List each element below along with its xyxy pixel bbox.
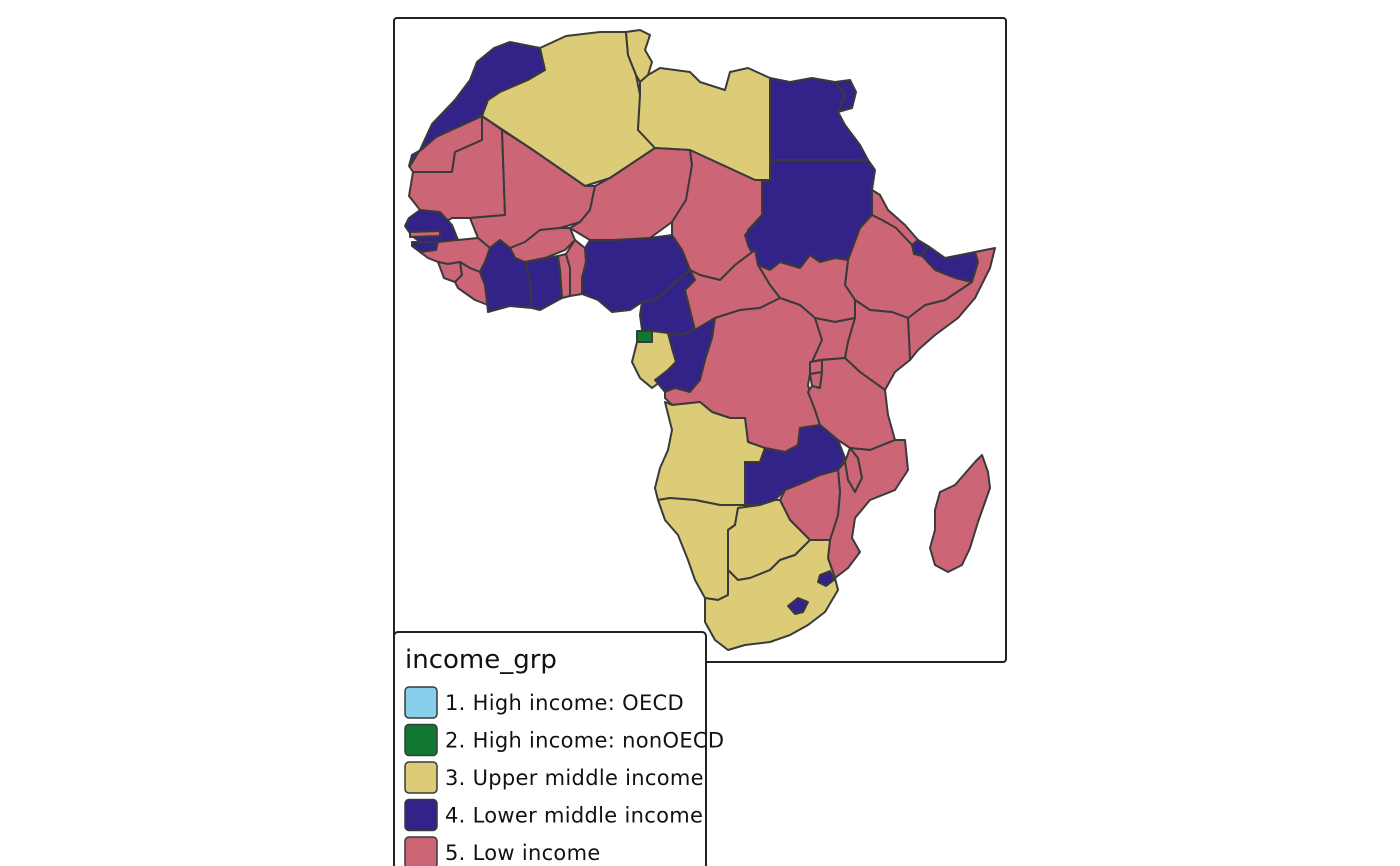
legend-label-2: 2. High income: nonOECD	[445, 729, 724, 753]
country-madagascar[interactable]	[929, 454, 991, 573]
legend-label-5: 5. Low income	[445, 841, 601, 865]
country-kenya[interactable]	[844, 299, 911, 391]
legend-label-4: 4. Lower middle income	[445, 804, 703, 828]
legend-swatch-3	[404, 761, 438, 794]
legend-label-3: 3. Upper middle income	[445, 766, 704, 790]
country-libya[interactable]	[637, 67, 771, 181]
country-equatorial-guinea[interactable]	[636, 330, 653, 343]
legend-label-1: 1. High income: OECD	[445, 691, 684, 715]
country-gambia[interactable]	[409, 230, 441, 238]
legend-swatch-1	[404, 686, 438, 719]
legend-title: income_grp	[405, 645, 557, 675]
legend-swatch-2	[404, 723, 438, 757]
country-lesotho[interactable]	[787, 597, 809, 615]
countries-layer	[404, 29, 996, 651]
country-swaziland[interactable]	[817, 570, 835, 587]
country-tanzania[interactable]	[807, 357, 896, 451]
country-sinai[interactable]	[834, 79, 857, 113]
legend: income_grp 1. High income: OECD 2. High i…	[393, 631, 724, 866]
legend-swatch-4	[404, 798, 438, 832]
country-tunisia[interactable]	[625, 29, 653, 83]
legend-swatch-5	[404, 836, 438, 866]
legend-box	[393, 631, 707, 866]
legend-items: 1. High income: OECD 2. High income: nonO…	[404, 686, 724, 866]
country-south-africa[interactable]	[704, 539, 839, 651]
